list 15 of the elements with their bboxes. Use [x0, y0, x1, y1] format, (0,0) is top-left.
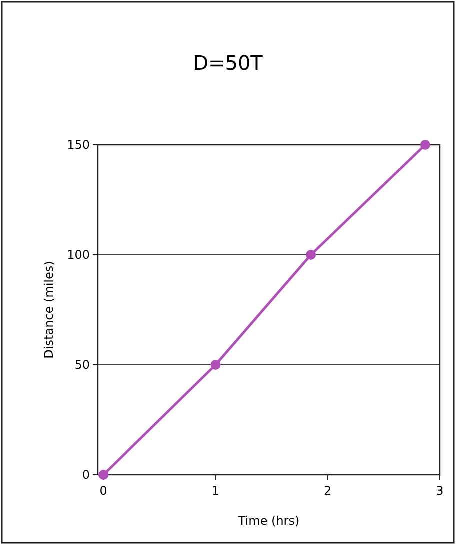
y-tick-label: 50: [74, 358, 90, 372]
point: [98, 470, 109, 480]
y-axis-title: Distance (miles): [42, 261, 56, 359]
point: [306, 250, 316, 260]
x-tick-label: 0: [100, 484, 108, 498]
y-tick-label: 100: [67, 248, 90, 262]
y-tick-label: 150: [67, 138, 90, 152]
x-axis-title: Time (hrs): [237, 514, 300, 528]
chart-title: D=50T: [193, 51, 264, 75]
y-tick-label: 0: [82, 468, 90, 482]
x-tick-label: 2: [324, 484, 332, 498]
x-tick-label: 1: [212, 484, 220, 498]
point: [420, 140, 430, 150]
x-tick-label: 3: [436, 484, 444, 498]
point: [210, 360, 221, 370]
